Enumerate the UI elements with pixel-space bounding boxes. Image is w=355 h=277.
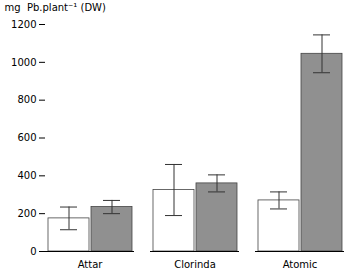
svg-text:Atomic: Atomic <box>283 259 318 270</box>
svg-text:600: 600 <box>17 132 36 143</box>
svg-text:400: 400 <box>17 170 36 181</box>
svg-text:Clorinda: Clorinda <box>174 259 216 270</box>
svg-text:1000: 1000 <box>11 57 36 68</box>
svg-text:800: 800 <box>17 94 36 105</box>
svg-text:mg Pb.plant⁻¹ (DW): mg Pb.plant⁻¹ (DW) <box>5 2 106 13</box>
svg-text:200: 200 <box>17 208 36 219</box>
svg-text:1200: 1200 <box>11 19 36 30</box>
svg-text:Attar: Attar <box>78 259 104 270</box>
svg-text:0: 0 <box>30 246 36 257</box>
